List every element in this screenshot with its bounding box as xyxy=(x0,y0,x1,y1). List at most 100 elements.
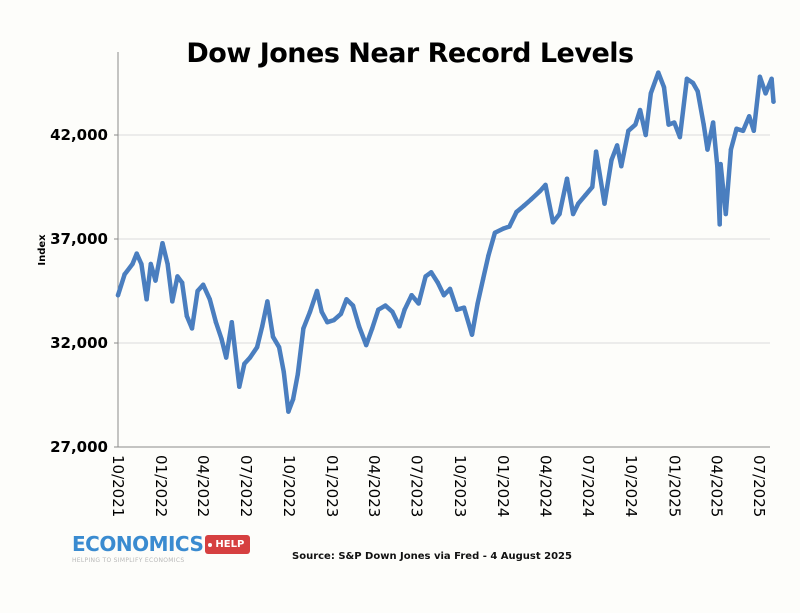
x-tick-labels: 10/2021 01/2022 04/2022 07/2022 10/2022 01/20… xyxy=(109,455,768,517)
x-tick-label: 10/2023 xyxy=(451,455,469,517)
data-point xyxy=(229,320,234,325)
data-point xyxy=(170,299,175,304)
data-point xyxy=(441,292,447,298)
data-point xyxy=(557,211,562,217)
data-point xyxy=(454,307,460,312)
x-tick-label: 07/2022 xyxy=(237,455,255,517)
data-point xyxy=(144,297,149,302)
data-point xyxy=(746,114,752,119)
data-point xyxy=(265,299,270,304)
chart-title: Dow Jones Near Record Levels xyxy=(186,38,633,69)
data-point xyxy=(295,372,300,377)
data-point xyxy=(363,342,369,348)
data-point xyxy=(281,369,286,375)
data-point xyxy=(242,361,247,366)
data-point xyxy=(290,396,296,402)
data-point xyxy=(376,307,381,312)
data-point xyxy=(564,176,570,181)
data-point xyxy=(486,253,491,258)
data-point xyxy=(338,311,344,317)
data-point xyxy=(325,320,330,325)
x-tick-label: 04/2024 xyxy=(536,455,554,517)
x-tick-label: 04/2025 xyxy=(707,455,725,517)
data-point xyxy=(189,326,195,331)
data-point xyxy=(276,344,282,350)
data-point xyxy=(254,344,260,350)
data-point xyxy=(247,355,253,360)
data-point xyxy=(602,201,607,206)
data-point xyxy=(270,334,276,339)
data-point xyxy=(319,309,324,314)
data-point xyxy=(593,149,599,154)
data-point xyxy=(134,251,139,256)
data-point xyxy=(344,297,349,302)
data-point xyxy=(684,76,690,82)
data-point xyxy=(447,286,453,292)
data-point xyxy=(771,99,776,104)
data-point xyxy=(481,276,486,281)
data-point xyxy=(763,91,768,96)
data-point xyxy=(286,409,291,414)
data-point xyxy=(666,122,671,127)
data-point xyxy=(715,164,720,169)
data-point xyxy=(260,324,265,329)
x-tick-label: 07/2025 xyxy=(750,455,768,517)
y-axis-label: Index xyxy=(37,234,48,266)
data-point xyxy=(614,143,620,148)
data-point xyxy=(213,320,219,325)
data-point xyxy=(301,326,306,331)
data-point xyxy=(690,80,696,86)
y-tick-labels: 27,000 32,000 37,000 42,000 xyxy=(50,126,108,456)
data-point xyxy=(139,261,144,267)
x-tick-label: 04/2022 xyxy=(194,455,212,517)
data-point xyxy=(390,309,395,314)
data-point xyxy=(648,91,654,96)
data-point xyxy=(223,355,229,360)
data-point xyxy=(461,305,467,310)
data-point xyxy=(115,292,121,298)
x-tick-label: 04/2023 xyxy=(365,455,383,517)
data-point xyxy=(672,120,677,125)
data-point xyxy=(383,303,388,308)
data-point xyxy=(583,193,588,198)
x-tick-label: 10/2021 xyxy=(109,455,127,517)
data-point xyxy=(175,274,180,279)
data-point xyxy=(728,147,734,152)
data-point xyxy=(423,274,428,279)
x-tick-label: 01/2024 xyxy=(494,455,512,517)
data-point xyxy=(661,84,667,90)
data-point xyxy=(130,261,135,267)
x-tick-label: 01/2025 xyxy=(665,455,683,517)
data-point xyxy=(435,280,440,285)
data-point xyxy=(201,282,206,287)
data-point xyxy=(717,222,722,227)
data-point xyxy=(637,107,643,113)
data-point xyxy=(153,278,158,283)
data-point xyxy=(370,326,375,331)
data-point xyxy=(626,128,631,134)
data-point xyxy=(570,211,576,217)
data-point xyxy=(521,203,527,208)
data-point xyxy=(416,301,421,306)
data-point xyxy=(314,288,320,294)
data-point xyxy=(179,280,185,285)
data-point xyxy=(195,288,200,294)
data-points xyxy=(115,70,776,414)
data-point xyxy=(356,324,362,329)
data-point xyxy=(734,126,739,131)
data-point xyxy=(165,261,170,267)
y-tick-label: 27,000 xyxy=(50,438,108,456)
x-tick-label: 10/2022 xyxy=(280,455,298,517)
data-point xyxy=(550,220,556,225)
data-point xyxy=(769,76,774,82)
data-point xyxy=(148,261,153,267)
data-point xyxy=(469,332,475,337)
data-point xyxy=(514,209,519,215)
y-tick-label: 37,000 xyxy=(50,230,108,248)
data-point xyxy=(537,188,543,194)
data-point xyxy=(307,309,313,314)
data-point xyxy=(677,134,683,140)
y-tick-label: 42,000 xyxy=(50,126,108,144)
data-point xyxy=(475,301,480,306)
data-point xyxy=(507,224,512,229)
